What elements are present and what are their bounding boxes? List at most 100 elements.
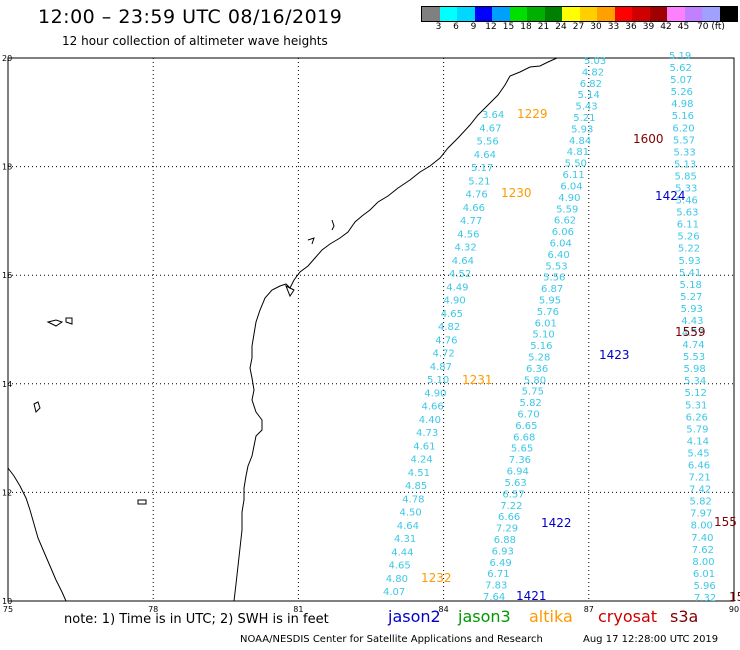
pass-time-label: 1232 [421,571,452,585]
wave-height-value: 5.21 [573,113,595,124]
wave-height-value: 6.40 [547,250,569,261]
satellite-altika: altika [529,607,573,626]
wave-height-value: 6.26 [686,412,708,423]
wave-height-value: 6.88 [494,535,516,546]
wave-height-value: 6.94 [507,467,529,478]
satellite-s3a: s3a [670,607,699,626]
wave-height-value: 4.76 [466,190,488,201]
wave-height-value: 4.57 [682,328,704,339]
wave-height-value: 5.13 [674,159,696,170]
wave-height-value: 4.40 [419,415,441,426]
scale-label: 6 [453,22,459,32]
island-b [65,317,73,325]
footer-note: note: 1) Time is in UTC; 2) SWH is in fe… [64,612,329,627]
map-tick-labels: 75 78 81 84 87 90 20 18 16 14 12 10 [2,54,739,614]
island-c [33,401,41,413]
scale-swatch [474,7,492,21]
lon-tick-label: 75 [3,605,13,614]
scale-label: 12 [485,22,497,32]
wave-height-color-scale [421,6,738,22]
wave-height-value: 6.65 [515,421,537,432]
scale-label: 36 [625,22,637,32]
wave-height-value: 6.20 [672,123,694,134]
scale-swatch [684,7,702,21]
wave-height-value: 5.26 [671,87,693,98]
wave-height-value: 4.61 [413,441,435,452]
wave-height-value: 4.64 [397,521,419,532]
wave-height-value: 5.41 [679,268,701,279]
wave-height-value: 6.01 [693,569,715,580]
wave-height-value: 7.32 [694,593,716,604]
wave-height-value: 4.80 [386,574,408,585]
wave-height-value: 5.59 [556,204,578,215]
wave-height-value: 5.27 [680,292,702,303]
pass-time-label: 1421 [516,589,547,603]
wave-height-value: 5.53 [683,352,705,363]
scale-label: 24 [555,22,567,32]
scale-label: 45 [677,22,690,32]
scale-swatch [527,7,545,21]
wave-height-value: 4.74 [682,340,704,351]
scale-label: 18 [520,22,532,32]
wave-height-value: 5.93 [571,124,593,135]
wave-height-value: 6.68 [513,432,535,443]
wave-height-value: 5.16 [530,341,552,352]
wave-height-value: 4.50 [400,508,422,519]
wave-height-value: 4.84 [569,136,591,147]
wave-height-value: 4.82 [438,322,460,333]
wave-height-value: 4.56 [457,229,479,240]
wave-height-value: 6.87 [541,284,563,295]
wave-height-value: 5.14 [578,90,600,101]
wave-height-value: 4.66 [463,203,485,214]
wave-height-value: 5.18 [680,280,702,291]
lat-tick-label: 14 [2,380,12,389]
wave-height-value: 5.80 [524,375,546,386]
lat-tick-label: 18 [2,163,12,172]
pass-time-label: 1424 [655,189,686,203]
wave-height-value: 5.45 [687,448,709,459]
island-g [285,284,295,298]
island-d [137,499,147,505]
wave-height-value: 6.66 [498,512,520,523]
pass-time-label: 1230 [501,186,532,200]
wave-height-value: 5.62 [670,63,692,74]
wave-height-value: 5.43 [575,102,597,113]
wave-height-value: 5.16 [672,111,694,122]
wave-height-value: 7.64 [483,592,505,603]
wave-height-value: 7.29 [496,524,518,535]
scale-swatch [422,7,440,21]
credit-line: NOAA/NESDIS Center for Satellite Applica… [240,634,543,645]
wave-height-value: 5.79 [686,424,708,435]
scale-label: 27 [572,22,585,32]
scale-swatch [439,7,457,21]
scale-swatch [614,7,632,21]
wave-height-value: 5.10 [427,375,449,386]
scale-label: 21 [537,22,550,32]
wave-height-value: 6.93 [492,546,514,557]
wave-height-value: 7.42 [689,485,711,496]
wave-height-value: 4.72 [433,349,455,360]
wave-height-value: 4.64 [474,150,496,161]
wave-height-value: 4.77 [460,216,482,227]
island-a [46,319,64,327]
pass-time-labels: 1229 1230 1231 1232 1600 1424 1559 1423 1422 1421… [421,107,740,604]
wave-height-value: 7.62 [692,545,714,556]
wave-height-value: 4.76 [435,335,457,346]
wave-height-value: 4.65 [441,309,463,320]
wave-height-value: 4.90 [424,388,446,399]
scale-swatch [562,7,580,21]
wave-height-value: 5.95 [539,295,561,306]
wave-height-value: 5.03 [584,56,606,67]
wave-height-value: 4.82 [582,67,604,78]
wave-height-value: 8.00 [692,557,714,568]
wave-height-value: 5.33 [673,147,695,158]
wave-height-value: 7.97 [690,509,712,520]
scale-label: 39 [642,22,655,32]
scale-swatch [492,7,510,21]
wave-height-value: 5.50 [565,159,587,170]
map-frame [7,57,735,602]
wave-height-value: 4.24 [411,455,433,466]
wave-height-value: 4.44 [391,547,413,558]
lat-tick-label: 16 [2,271,12,280]
wave-height-value: 6.71 [487,569,509,580]
